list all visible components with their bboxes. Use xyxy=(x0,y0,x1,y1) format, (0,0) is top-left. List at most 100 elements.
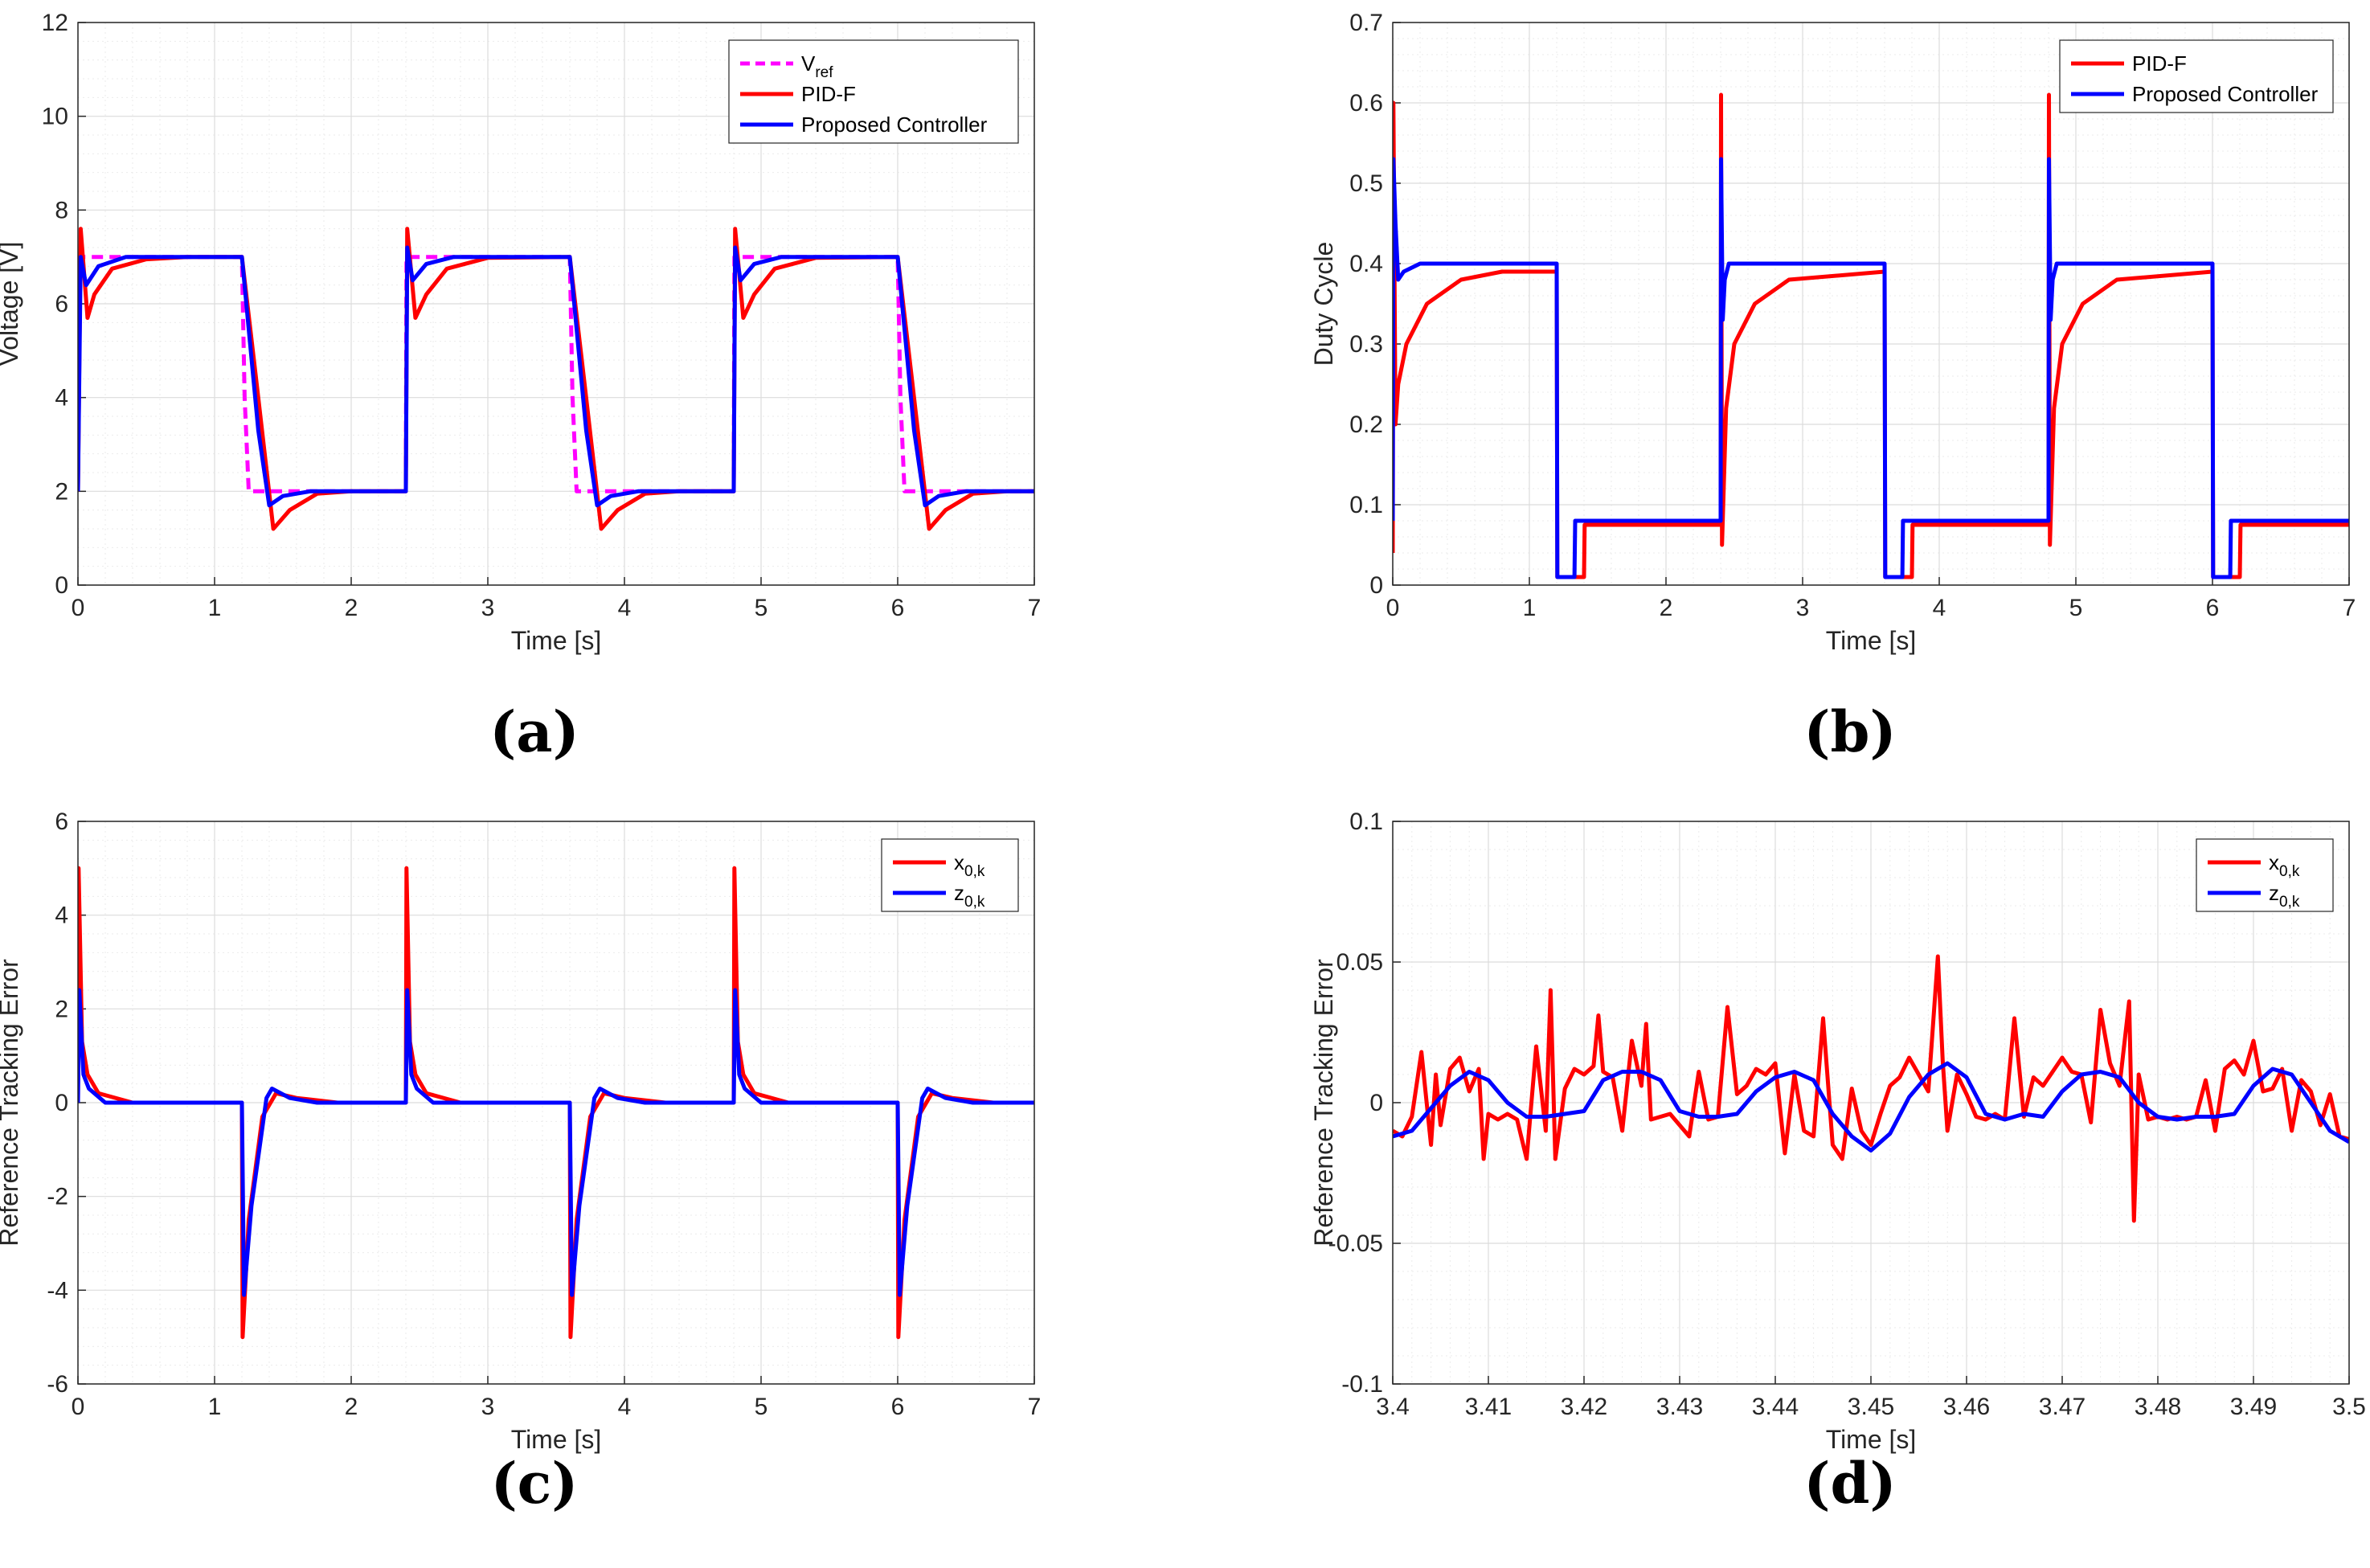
y-tick-label: 0.05 xyxy=(1336,949,1383,976)
x-tick-label: 4 xyxy=(618,1394,632,1420)
x-tick-label: 4 xyxy=(1933,595,1946,621)
legend-label: Proposed Controller xyxy=(801,113,988,137)
axes-box xyxy=(1392,22,2350,586)
series-line-proposed-controller xyxy=(1393,157,2349,579)
caption-c: (c) xyxy=(491,1450,579,1517)
y-tick-label: 2 xyxy=(55,478,68,505)
x-tick-label: 1 xyxy=(208,595,222,621)
x-tick-label: 3.49 xyxy=(2230,1394,2277,1420)
x-tick-label: 3.5 xyxy=(2332,1394,2366,1420)
legend-label: x0,k xyxy=(2269,850,2300,880)
x-tick-label: 5 xyxy=(2069,595,2083,621)
axes-box xyxy=(77,821,1035,1385)
x-tick-label: 1 xyxy=(208,1394,222,1420)
axes-box xyxy=(77,22,1035,586)
panel-b: 0 1 2 3 4 5 6 7 0 0.1 0.2 0.3 0.4 0.5 0.6 0.7 Time [s] Du… xyxy=(1309,10,2356,655)
x-tick-label: 2 xyxy=(345,1394,358,1420)
y-tick-label: -6 xyxy=(47,1371,68,1398)
y-tick-label: 0.6 xyxy=(1349,90,1383,117)
y-tick-label: 0.1 xyxy=(1349,809,1383,835)
x-tick-label: 3.47 xyxy=(2039,1394,2086,1420)
y-tick-label: -0.1 xyxy=(1341,1371,1383,1398)
x-tick-label: 5 xyxy=(755,595,768,621)
x-tick-label: 2 xyxy=(1660,595,1673,621)
legend-box xyxy=(2059,39,2334,113)
x-tick-label: 0 xyxy=(72,595,85,621)
x-tick-label: 3.48 xyxy=(2135,1394,2181,1420)
y-tick-label: -0.05 xyxy=(1328,1230,1383,1257)
legend: x0,kz0,k xyxy=(2196,838,2334,912)
x-tick-label: 3 xyxy=(481,595,495,621)
y-tick-label: 6 xyxy=(55,291,68,317)
x-tick-label: 3 xyxy=(481,1394,495,1420)
x-tick-label: 3.41 xyxy=(1465,1394,1512,1420)
x-axis-label: Time [s] xyxy=(1826,626,1917,655)
legend-label: PID-F xyxy=(801,82,856,106)
minor-grid xyxy=(1393,23,2349,585)
x-axis-label: Time [s] xyxy=(511,626,602,655)
series-line-pid-f xyxy=(1393,92,2349,579)
y-tick-label: 4 xyxy=(55,903,68,929)
x-tick-label: 0 xyxy=(1386,595,1400,621)
plot-area xyxy=(1393,23,2349,585)
y-tick-label: 0.2 xyxy=(1349,411,1383,438)
x-tick-label: 3 xyxy=(1796,595,1810,621)
legend-box xyxy=(881,838,1019,912)
x-tick-label: 3.4 xyxy=(1376,1394,1410,1420)
x-tick-label: 0 xyxy=(72,1394,85,1420)
x-tick-label: 3.46 xyxy=(1943,1394,1990,1420)
y-tick-label: 2 xyxy=(55,996,68,1022)
x-tick-label: 7 xyxy=(2343,595,2356,621)
x-tick-label: 3.43 xyxy=(1656,1394,1703,1420)
panel-c: 0 1 2 3 4 5 6 7 -6 -4 -2 0 2 4 6 Time [s] Reference Trac… xyxy=(0,809,1041,1454)
y-tick-label: 0.3 xyxy=(1349,331,1383,358)
y-tick-label: 0 xyxy=(55,1090,68,1116)
panel-d: 3.4 3.41 3.42 3.43 3.44 3.45 3.46 3.47 3.48 3.49 3… xyxy=(1309,809,2366,1454)
x-tick-label: 4 xyxy=(618,595,632,621)
y-tick-label: 0.5 xyxy=(1349,170,1383,197)
y-axis-label: Reference Tracking Error xyxy=(0,959,23,1247)
y-tick-label: 6 xyxy=(55,809,68,835)
y-tick-label: -4 xyxy=(47,1277,68,1304)
y-tick-label: 0 xyxy=(1369,572,1383,599)
y-tick-label: 0 xyxy=(1369,1090,1383,1116)
legend-box xyxy=(2196,838,2334,912)
legend: x0,kz0,k xyxy=(881,838,1019,912)
y-axis-label: Duty Cycle xyxy=(1309,242,1338,366)
x-tick-label: 6 xyxy=(891,1394,905,1420)
y-tick-label: 12 xyxy=(42,10,68,36)
series-line-z xyxy=(78,988,1034,1297)
x-tick-label: 3.42 xyxy=(1561,1394,1607,1420)
y-tick-label: 8 xyxy=(55,197,68,223)
y-tick-label: 0.4 xyxy=(1349,251,1383,277)
y-tick-label: 0.1 xyxy=(1349,492,1383,518)
x-tick-label: 2 xyxy=(345,595,358,621)
legend-label: x0,k xyxy=(954,850,985,880)
y-axis-label: Voltage [V] xyxy=(0,242,23,366)
x-axis-label: Time [s] xyxy=(1826,1425,1917,1454)
legend-label: Proposed Controller xyxy=(2132,82,2319,106)
legend-label: PID-F xyxy=(2132,51,2187,76)
y-tick-label: 0.7 xyxy=(1349,10,1383,36)
x-tick-label: 7 xyxy=(1028,1394,1042,1420)
x-tick-label: 7 xyxy=(1028,595,1042,621)
x-tick-label: 1 xyxy=(1523,595,1537,621)
series-line-z xyxy=(1393,1061,2349,1152)
y-axis-label: Reference Tracking Error xyxy=(1309,959,1338,1247)
legend-label: z0,k xyxy=(954,881,985,911)
series-line-proposed-controller xyxy=(78,245,1034,508)
x-tick-label: 3.45 xyxy=(1848,1394,1894,1420)
y-tick-label: 0 xyxy=(55,572,68,599)
x-tick-label: 5 xyxy=(755,1394,768,1420)
x-tick-label: 6 xyxy=(891,595,905,621)
y-tick-label: 4 xyxy=(55,385,68,411)
caption-b: (b) xyxy=(1803,698,1896,765)
legend: PID-F Proposed Controller xyxy=(2059,39,2334,113)
y-tick-label: 10 xyxy=(42,104,68,130)
x-tick-label: 3.44 xyxy=(1752,1394,1799,1420)
x-axis-label: Time [s] xyxy=(511,1425,602,1454)
caption-a: (a) xyxy=(489,698,579,765)
